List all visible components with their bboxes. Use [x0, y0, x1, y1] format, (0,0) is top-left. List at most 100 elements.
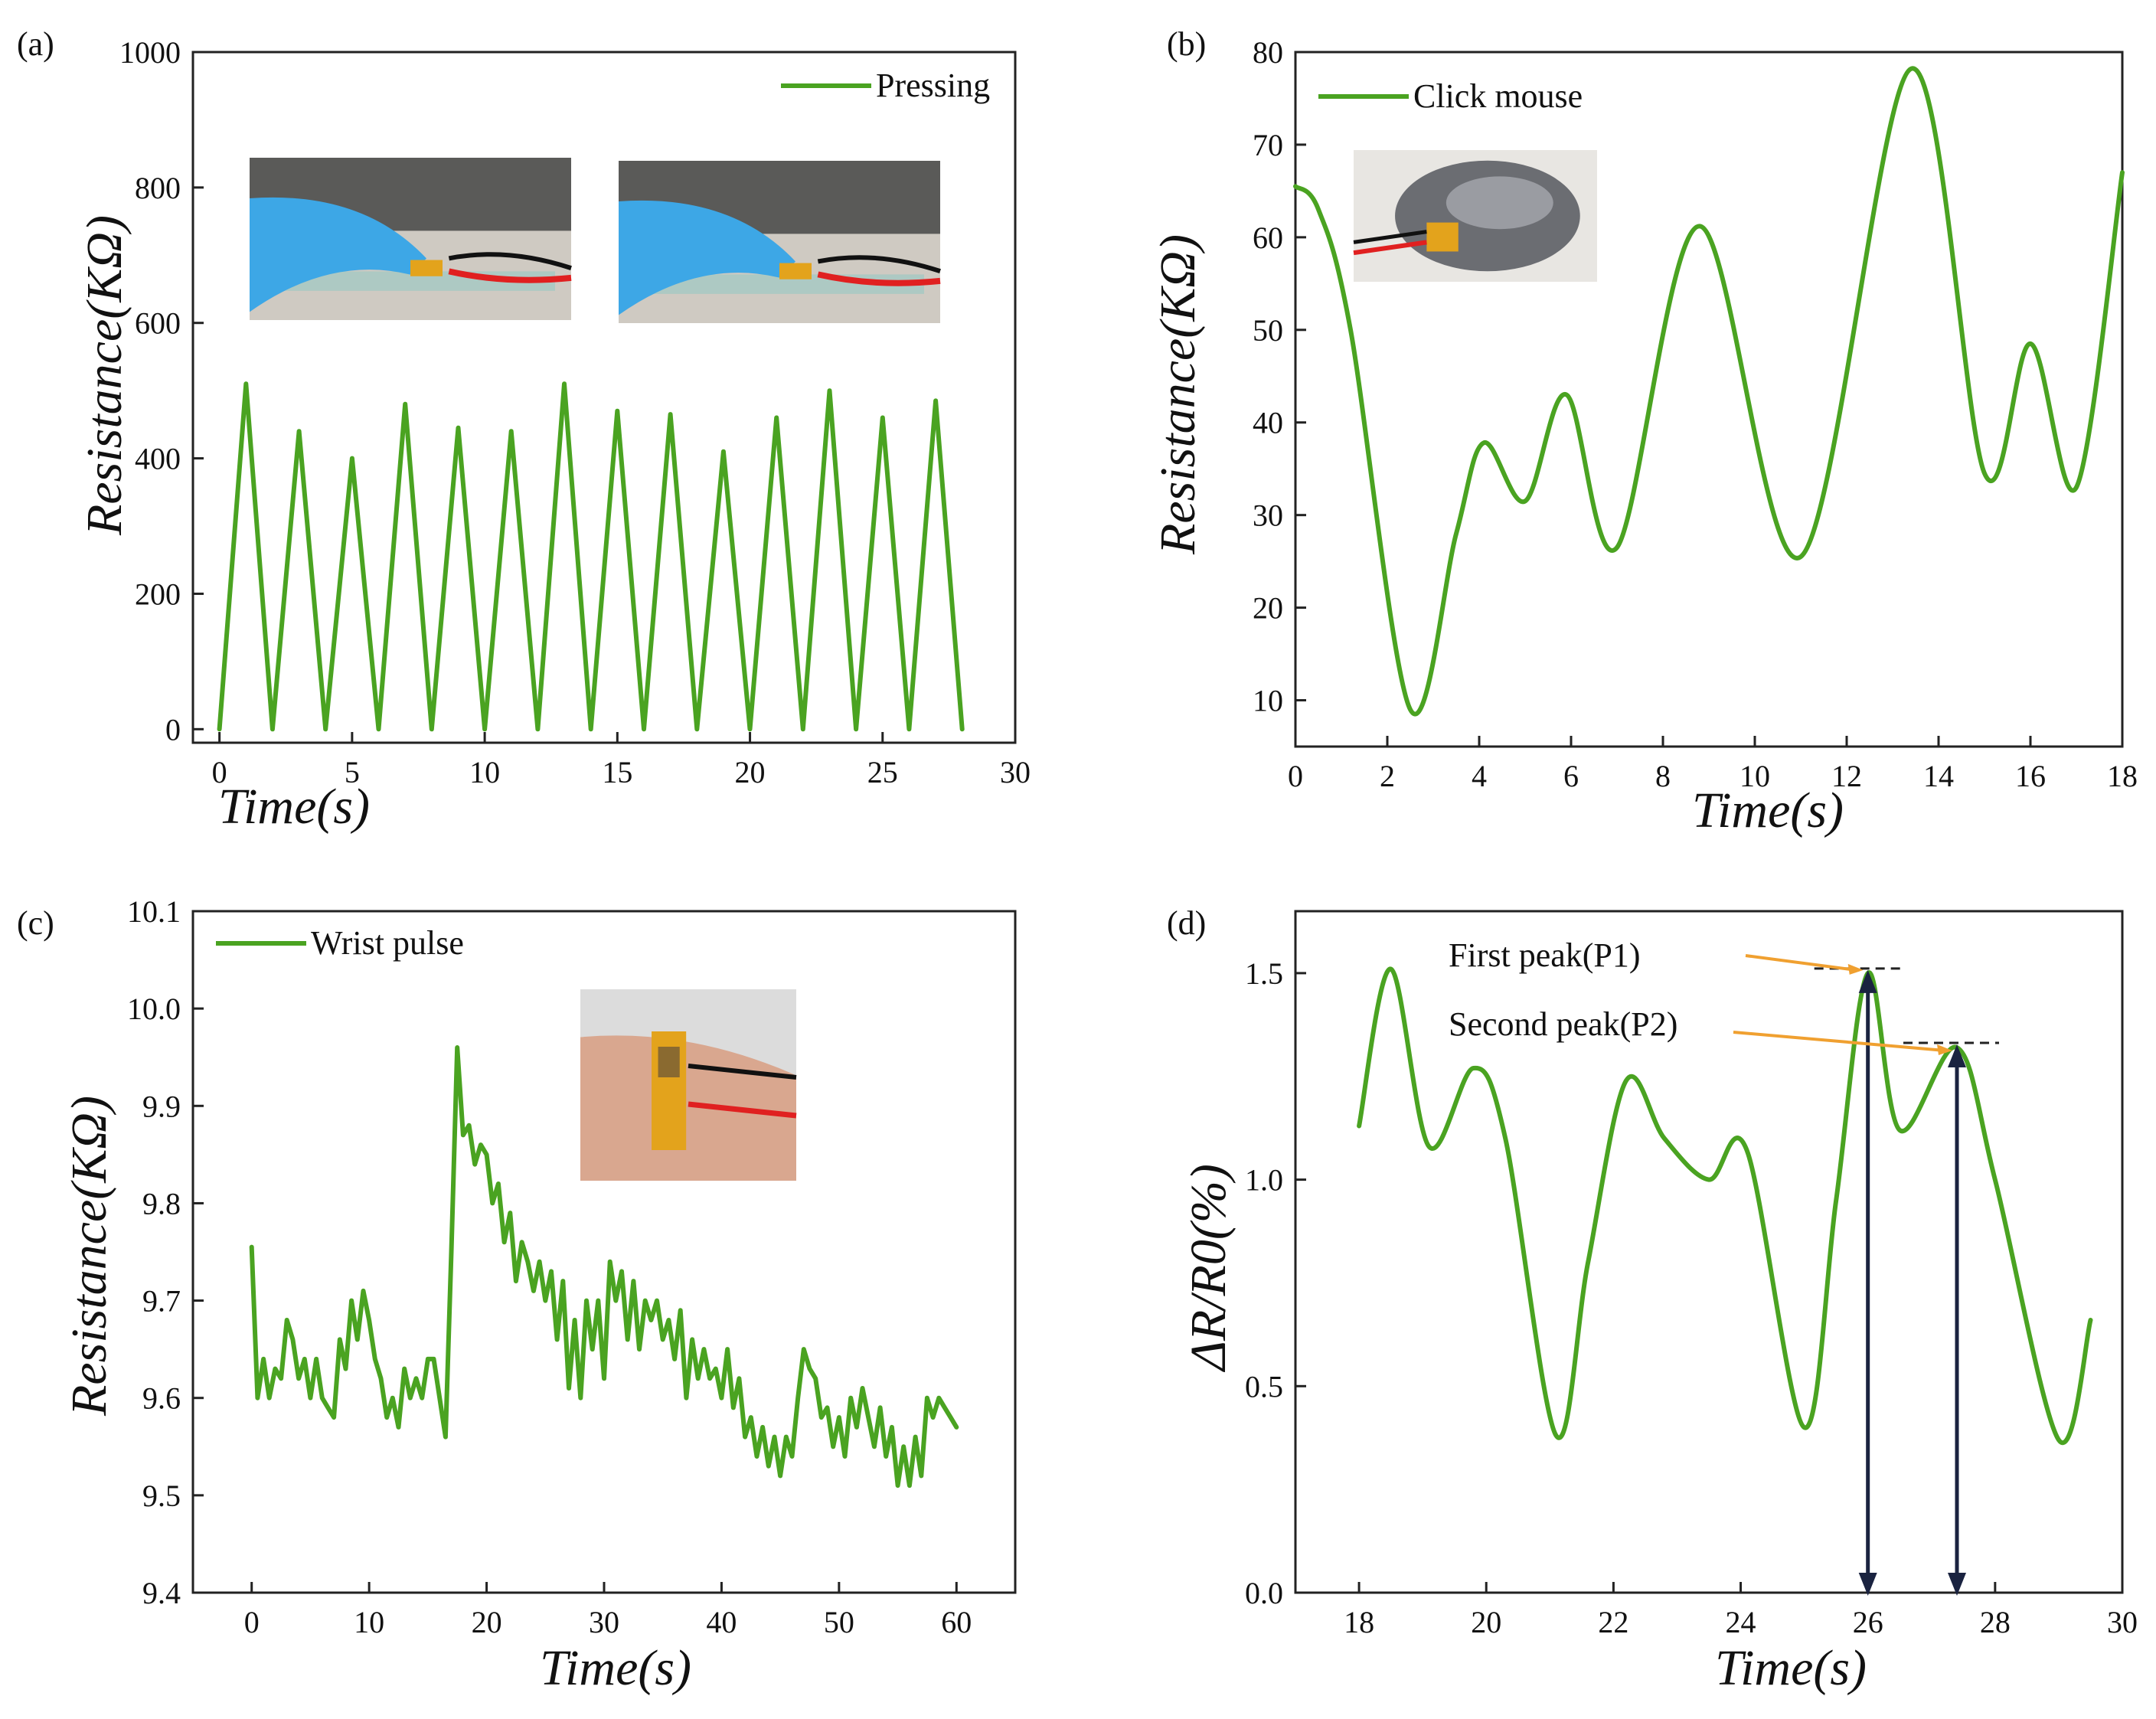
x-tick-label: 18 — [2107, 759, 2138, 793]
panel-label: (b) — [1167, 25, 1206, 63]
y-tick-label: 80 — [1253, 35, 1283, 70]
mouse-top — [1446, 176, 1553, 230]
y-axis-title: ΔR/R0(%) — [1181, 1164, 1236, 1373]
annotation-first-peak: First peak(P1) — [1449, 936, 1641, 974]
x-tick-label: 25 — [867, 755, 898, 789]
y-axis-title: Resistance(KΩ) — [61, 1096, 117, 1417]
y-tick-label: 60 — [1253, 221, 1283, 255]
x-tick-label: 8 — [1655, 759, 1671, 793]
x-tick-label: 10 — [354, 1605, 384, 1639]
x-tick-label: 30 — [2107, 1605, 2138, 1639]
black-wire — [817, 255, 941, 274]
inset-photo-pressing-2 — [619, 161, 941, 323]
y-tick-label: 20 — [1253, 591, 1283, 626]
plot-frame — [1294, 51, 2124, 748]
y-tick-label: 1000 — [119, 35, 181, 70]
x-tick-label: 4 — [1472, 759, 1487, 793]
pointer-second-peak — [1733, 1031, 1945, 1052]
y-tick-label: 9.5 — [142, 1479, 181, 1513]
y-tick-label: 30 — [1253, 498, 1283, 533]
y-tick-label: 10.1 — [127, 894, 181, 929]
panel-label: (a) — [17, 25, 54, 63]
panel-label: (d) — [1167, 904, 1206, 942]
x-tick-label: 26 — [1853, 1605, 1883, 1639]
red-wire — [448, 268, 572, 283]
x-tick-label: 14 — [1923, 759, 1954, 793]
x-tick-label: 6 — [1563, 759, 1579, 793]
x-tick-label: 10 — [1740, 759, 1770, 793]
red-wire — [817, 271, 941, 286]
black-wire — [448, 252, 572, 271]
y-tick-label: 0 — [165, 712, 181, 747]
peak2-arrow-head-bottom — [1948, 1573, 1966, 1596]
series-line — [217, 381, 965, 732]
y-axis-title: Resistance(KΩ) — [1150, 234, 1206, 555]
plot-frame — [191, 51, 1017, 744]
x-tick-label: 30 — [589, 1605, 619, 1639]
y-tick-label: 50 — [1253, 313, 1283, 348]
series-line — [1293, 66, 2125, 717]
y-tick-label: 10 — [1253, 684, 1283, 718]
y-tick-label: 9.9 — [142, 1089, 181, 1123]
y-tick-label: 9.6 — [142, 1381, 181, 1416]
x-tick-label: 15 — [602, 755, 632, 789]
y-axis-title: Resistance(KΩ) — [77, 215, 132, 536]
chart-panel-b: (b) 0 2 4 6 8 10 12 14 16 18 10 20 30 40 50 60 70 80 Time(s… — [1150, 25, 2138, 838]
y-tick-label: 9.7 — [142, 1284, 181, 1319]
sensor-patch — [779, 263, 812, 279]
x-axis-title: Time(s) — [218, 779, 370, 835]
black-wire — [1353, 230, 1427, 244]
y-tick-label: 0.5 — [1245, 1369, 1283, 1404]
x-tick-label: 5 — [345, 755, 360, 789]
red-wire — [688, 1101, 797, 1119]
x-tick-label: 0 — [1288, 759, 1303, 793]
pointer-second-peak-head — [1937, 1044, 1952, 1055]
x-tick-label: 24 — [1726, 1605, 1756, 1639]
y-tick-label: 0.0 — [1245, 1576, 1283, 1610]
y-tick-label: 400 — [135, 442, 181, 476]
glove-shape — [250, 197, 426, 312]
panel-label: (c) — [17, 904, 54, 942]
x-tick-label: 2 — [1380, 759, 1395, 793]
y-tick-label: 200 — [135, 577, 181, 611]
x-tick-label: 28 — [1980, 1605, 2011, 1639]
plot-frame — [1294, 910, 2124, 1594]
chart-panel-c: (c) 0 10 20 30 40 50 60 9.4 9.5 9.6 9.7 9.8 9.9 10.0 10… — [17, 894, 1017, 1696]
red-wire — [1353, 240, 1427, 256]
x-tick-label: 60 — [941, 1605, 972, 1639]
peak1-arrow-head-bottom — [1858, 1573, 1877, 1596]
y-tick-label: 70 — [1253, 128, 1283, 162]
x-tick-label: 50 — [824, 1605, 854, 1639]
chart-panel-d: (d) 18 20 22 24 26 28 30 0.0 0.5 1.0 1.5 Time(s) ΔR/R… — [1167, 904, 2138, 1696]
x-axis-title: Time(s) — [1692, 783, 1844, 838]
sensor-patch — [658, 1047, 680, 1077]
pointer-first-peak-head — [1847, 963, 1864, 975]
inset-photo-pressing-1 — [250, 158, 572, 320]
y-tick-label: 1.0 — [1245, 1163, 1283, 1198]
inset-photo-wrist — [580, 989, 797, 1181]
x-tick-label: 0 — [244, 1605, 260, 1639]
x-tick-label: 40 — [706, 1605, 737, 1639]
x-tick-label: 30 — [1000, 755, 1031, 789]
y-tick-label: 600 — [135, 306, 181, 341]
inset-photo-mouse — [1353, 150, 1597, 282]
legend-label: Click mouse — [1413, 77, 1583, 115]
y-tick-label: 1.5 — [1245, 956, 1283, 991]
x-tick-label: 18 — [1344, 1605, 1374, 1639]
x-tick-label: 0 — [212, 755, 227, 789]
glove-shape — [619, 200, 795, 315]
annotation-second-peak: Second peak(P2) — [1449, 1005, 1677, 1043]
x-tick-label: 10 — [469, 755, 500, 789]
x-tick-label: 20 — [1471, 1605, 1501, 1639]
x-tick-label: 22 — [1598, 1605, 1628, 1639]
y-tick-label: 40 — [1253, 406, 1283, 440]
y-tick-label: 800 — [135, 171, 181, 205]
sensor-patch — [410, 260, 443, 276]
x-axis-title: Time(s) — [540, 1640, 691, 1696]
x-tick-label: 16 — [2015, 759, 2046, 793]
y-tick-label: 9.8 — [142, 1186, 181, 1221]
y-tick-label: 9.4 — [142, 1576, 181, 1610]
legend-label: Wrist pulse — [311, 924, 464, 962]
x-axis-title: Time(s) — [1715, 1640, 1867, 1696]
